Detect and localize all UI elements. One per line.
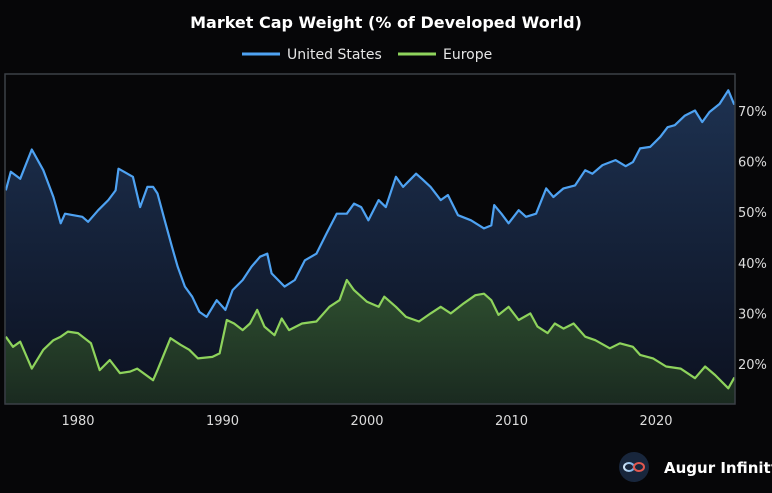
legend: United States Europe	[242, 47, 492, 63]
legend-label-europe: Europe	[443, 47, 492, 63]
y-tick-label: 70%	[738, 105, 767, 120]
x-tick-label: 1980	[61, 414, 94, 429]
x-tick-label: 2010	[495, 414, 528, 429]
chart-title: Market Cap Weight (% of Developed World)	[190, 13, 582, 32]
x-axis: 1980 1990 2000 2010 2020	[61, 414, 672, 429]
y-tick-label: 20%	[738, 358, 767, 373]
plot-area	[5, 89, 735, 404]
x-tick-label: 1990	[206, 414, 239, 429]
y-tick-label: 50%	[738, 206, 767, 221]
plot-frame	[4, 73, 736, 405]
x-tick-label: 2020	[639, 414, 672, 429]
y-tick-label: 40%	[738, 257, 767, 272]
infinity-icon	[623, 462, 645, 472]
area-europe	[5, 280, 735, 404]
line-us	[5, 89, 735, 318]
y-tick-label: 30%	[738, 307, 767, 322]
x-tick-label: 2000	[350, 414, 383, 429]
brand-logo: Augur Infinity	[619, 452, 772, 482]
brand-name: Augur Infinity	[664, 459, 772, 477]
y-axis: 20% 30% 40% 50% 60% 70%	[738, 105, 767, 373]
legend-label-us: United States	[287, 47, 382, 63]
line-europe	[5, 278, 735, 390]
y-tick-label: 60%	[738, 156, 767, 171]
